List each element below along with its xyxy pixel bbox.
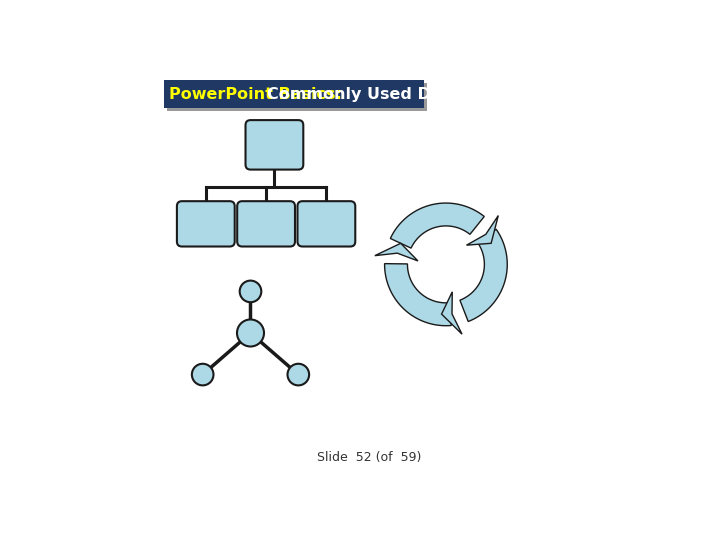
Polygon shape: [390, 203, 485, 248]
Polygon shape: [384, 264, 451, 326]
Circle shape: [237, 320, 264, 347]
FancyBboxPatch shape: [246, 120, 303, 170]
Polygon shape: [467, 215, 498, 245]
Polygon shape: [375, 244, 418, 261]
FancyBboxPatch shape: [164, 80, 424, 109]
Circle shape: [240, 281, 261, 302]
Text: Commonly Used Diagrams: Commonly Used Diagrams: [267, 87, 503, 102]
FancyBboxPatch shape: [237, 201, 295, 246]
Circle shape: [192, 364, 214, 386]
Polygon shape: [460, 229, 508, 321]
Circle shape: [287, 364, 309, 386]
FancyBboxPatch shape: [177, 201, 235, 246]
Text: Slide  52 (of  59): Slide 52 (of 59): [317, 451, 421, 464]
FancyBboxPatch shape: [297, 201, 355, 246]
FancyBboxPatch shape: [167, 83, 427, 111]
Text: PowerPoint Basics:: PowerPoint Basics:: [168, 87, 341, 102]
Polygon shape: [441, 292, 462, 334]
